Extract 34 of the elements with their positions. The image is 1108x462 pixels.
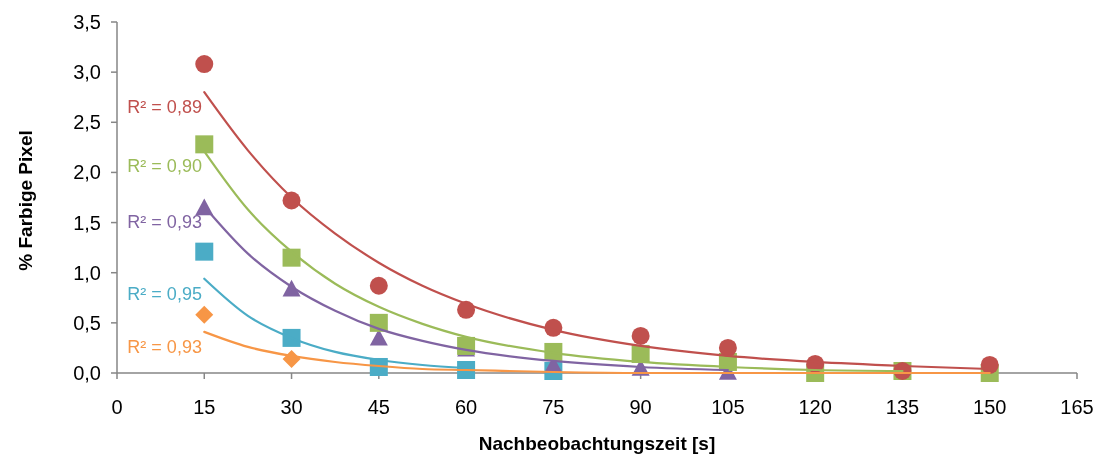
point	[195, 242, 214, 261]
y-tick-label: 3,0	[73, 61, 101, 84]
point	[369, 276, 388, 295]
y-tick-label: 0,5	[73, 311, 101, 334]
point	[631, 326, 650, 345]
x-tick-label: 0	[111, 396, 123, 418]
annotation: R² = 0,95	[127, 283, 202, 304]
y-axis-title: % Farbige Pixel	[14, 130, 36, 271]
x-tick-label: 150	[973, 396, 1007, 418]
y-tick-label: 2,0	[73, 161, 101, 184]
x-tick-label: 120	[798, 396, 832, 418]
annotation: R² = 0,93	[127, 336, 202, 357]
y-tick-label: 3,5	[73, 11, 101, 33]
x-axis-title: Nachbeobachtungszeit [s]	[478, 432, 716, 454]
x-tick-label: 60	[454, 396, 478, 418]
y-tick-label: 1,5	[73, 211, 101, 234]
y-tick-label: 0,0	[73, 362, 101, 384]
x-tick-label: 90	[629, 396, 652, 418]
annotation: R² = 0,89	[127, 97, 202, 118]
point	[195, 135, 214, 154]
x-tick-label: 105	[711, 396, 745, 418]
x-tick-label: 30	[280, 396, 303, 418]
point	[195, 55, 214, 74]
x-tick-label: 45	[367, 396, 390, 418]
point	[195, 305, 214, 324]
y-tick-label: 2,5	[73, 111, 101, 134]
x-tick-label: 15	[193, 396, 216, 418]
annotation: R² = 0,93	[127, 211, 202, 232]
annotation: R² = 0,90	[127, 156, 202, 177]
y-tick-label: 1,0	[73, 261, 101, 284]
x-tick-label: 165	[1060, 396, 1094, 418]
point	[718, 338, 737, 357]
x-tick-label: 135	[885, 396, 920, 418]
x-tick-label: 75	[542, 396, 565, 418]
